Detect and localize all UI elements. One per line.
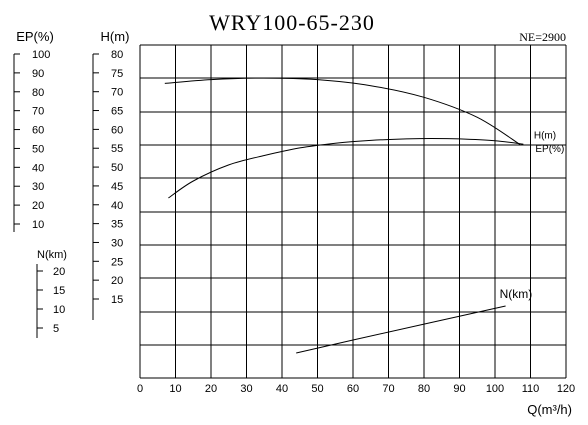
h-tick-label: 45: [111, 181, 123, 193]
h-tick-label: 70: [111, 87, 123, 99]
ep-tick-label: 30: [32, 181, 44, 193]
x-axis-label: Q(m³/h): [527, 402, 572, 417]
ep-tick-label: 70: [32, 106, 44, 118]
ep-tick-label: 60: [32, 125, 44, 137]
ep-tick-label: 10: [32, 219, 44, 231]
n-tick-label: 20: [53, 266, 65, 278]
ep-tick-label: 40: [32, 162, 44, 174]
ep-tick-label: 90: [32, 68, 44, 80]
h-tick-label: 35: [111, 219, 123, 231]
x-tick-label: 30: [240, 383, 252, 395]
x-tick-label: 0: [137, 383, 143, 395]
x-tick-label: 20: [205, 383, 217, 395]
h-tick-label: 15: [111, 294, 123, 306]
x-tick-label: 110: [522, 383, 540, 395]
series-line-ep: [168, 137, 524, 199]
h-axis-label: H(m): [101, 29, 130, 44]
h-tick-label: 55: [111, 143, 123, 155]
n-axis-label: N(km): [37, 249, 67, 261]
ep-tick-label: 20: [32, 200, 44, 212]
ep-tick-label: 50: [32, 143, 44, 155]
x-tick-label: 100: [486, 383, 504, 395]
n-tick-label: 10: [53, 304, 65, 316]
x-axis: 0 10 20 30 40 50 60 70 80 90 100 110 120: [137, 383, 575, 395]
ep-tick-label: 100: [32, 49, 50, 61]
n-tick-label: 15: [53, 285, 65, 297]
h-tick-label: 50: [111, 162, 123, 174]
chart-title: WRY100-65-230: [209, 10, 375, 35]
h-tick-label: 65: [111, 106, 123, 118]
h-tick-label: 30: [111, 237, 123, 249]
series-label-ep: EP(%): [535, 144, 564, 155]
x-tick-label: 10: [169, 383, 181, 395]
h-tick-label: 75: [111, 68, 123, 80]
h-tick-label: 60: [111, 124, 123, 136]
series-line-n: [296, 305, 506, 354]
ep-axis-label: EP(%): [16, 29, 54, 44]
series-label-n: N(km): [500, 287, 533, 301]
x-tick-label: 120: [557, 383, 575, 395]
plot-grid: [139, 44, 567, 379]
ep-axis: EP(%) 100 90 80 70 60 50 40 30 20 10: [13, 29, 54, 232]
x-tick-label: 40: [276, 383, 288, 395]
series-label-h: H(m): [534, 130, 556, 141]
n-axis: N(km) 20 15 10 5: [36, 249, 67, 338]
h-tick-label: 40: [111, 200, 123, 212]
x-tick-label: 70: [382, 383, 394, 395]
h-tick-label: 20: [111, 275, 123, 287]
h-tick-label: 80: [111, 49, 123, 61]
x-tick-label: 60: [347, 383, 359, 395]
h-axis: H(m) 80 75 70 65 60 55 50 45 40 35 30 25 20 15: [92, 29, 130, 320]
h-tick-label: 25: [111, 256, 123, 268]
curves: H(m) EP(%) N(km): [164, 77, 564, 354]
x-tick-label: 50: [311, 383, 323, 395]
x-tick-label: 80: [418, 383, 430, 395]
ep-tick-label: 80: [32, 87, 44, 99]
series-line-h: [164, 77, 521, 145]
chart-subtitle: NE=2900: [519, 30, 566, 44]
n-tick-label: 5: [53, 323, 59, 335]
x-tick-label: 90: [453, 383, 465, 395]
